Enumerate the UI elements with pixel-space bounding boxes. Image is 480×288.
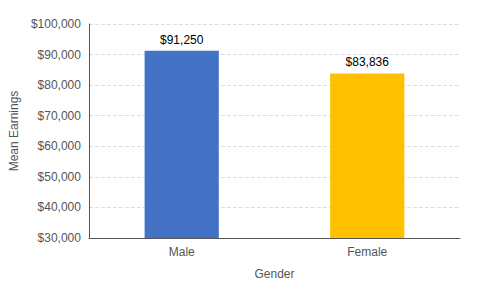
svg-text:$83,836: $83,836 (346, 55, 390, 69)
svg-text:Mean Earnings: Mean Earnings (7, 91, 21, 172)
svg-text:$90,000: $90,000 (38, 48, 82, 62)
svg-text:$50,000: $50,000 (38, 170, 82, 184)
svg-text:Male: Male (169, 245, 195, 259)
svg-text:$30,000: $30,000 (38, 231, 82, 245)
svg-text:$80,000: $80,000 (38, 78, 82, 92)
svg-text:$91,250: $91,250 (160, 33, 204, 47)
svg-text:$70,000: $70,000 (38, 109, 82, 123)
svg-text:$60,000: $60,000 (38, 139, 82, 153)
svg-text:$100,000: $100,000 (31, 17, 81, 31)
svg-text:Gender: Gender (254, 267, 294, 281)
svg-text:Female: Female (347, 245, 387, 259)
svg-text:$40,000: $40,000 (38, 200, 82, 214)
